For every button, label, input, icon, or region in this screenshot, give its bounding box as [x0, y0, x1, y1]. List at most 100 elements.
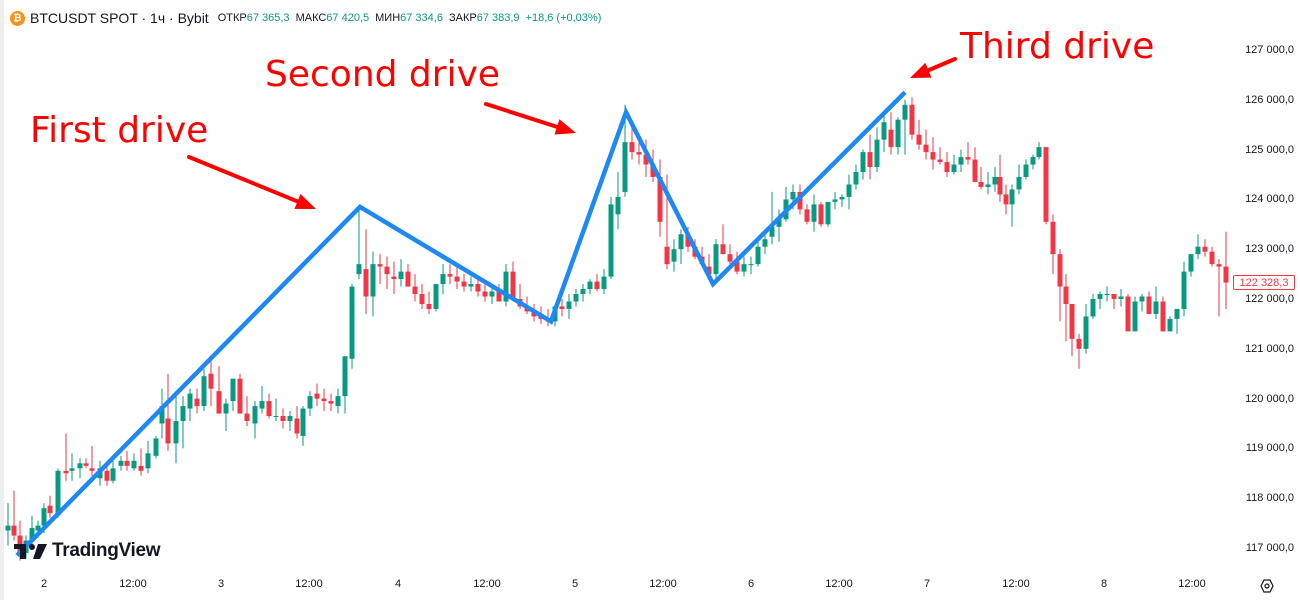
candle	[1097, 291, 1103, 309]
candle	[727, 244, 733, 265]
candle	[47, 495, 53, 519]
candle	[273, 398, 279, 422]
candle	[1043, 147, 1049, 225]
candle	[468, 276, 474, 292]
candle	[89, 445, 95, 476]
candle	[888, 112, 894, 155]
candle	[124, 450, 130, 471]
time-tick: 6	[747, 578, 755, 590]
symbol-title[interactable]: BTCUSDT SPOT · 1ч · Bybit	[30, 10, 209, 26]
low-value: 67 334,6	[400, 12, 443, 24]
candle	[587, 279, 593, 295]
candle	[1111, 294, 1117, 309]
time-tick: 12:00	[1178, 578, 1206, 590]
price-tick: 127 000,0	[1245, 44, 1294, 56]
candle	[482, 281, 488, 302]
candle	[755, 239, 761, 267]
tradingview-logo-icon	[14, 544, 47, 559]
candle	[104, 465, 110, 486]
candle	[916, 119, 922, 150]
candle	[118, 455, 124, 471]
candle	[1181, 261, 1187, 317]
symbol-header: ₿ BTCUSDT SPOT · 1ч · Bybit ОТКР 67 365,…	[10, 8, 601, 28]
annotation-second-drive: Second drive	[265, 54, 501, 95]
candle	[237, 373, 243, 414]
candle	[405, 264, 411, 287]
candle	[314, 383, 320, 407]
left-border	[0, 0, 4, 600]
candle	[874, 127, 880, 173]
time-tick: 5	[571, 578, 579, 590]
candle	[77, 458, 83, 479]
candle	[671, 239, 677, 272]
candle	[280, 408, 286, 429]
time-tick: 12:00	[649, 578, 677, 590]
price-tick: 119 000,0	[1245, 442, 1294, 455]
candle	[1146, 291, 1152, 314]
candle	[965, 142, 971, 165]
candle	[55, 468, 61, 519]
candle	[1118, 289, 1124, 307]
time-tick: 2	[40, 578, 48, 590]
candle	[266, 393, 272, 419]
candle	[1104, 286, 1110, 302]
price-tick: 118 000,0	[1245, 492, 1294, 505]
candle	[461, 274, 467, 292]
candle	[328, 393, 334, 412]
candle	[187, 388, 193, 422]
candle	[11, 490, 17, 541]
candle	[978, 167, 984, 190]
candle	[1090, 294, 1096, 319]
price-tick: 121 000,0	[1245, 342, 1294, 355]
candle	[287, 411, 293, 431]
candle	[559, 299, 565, 317]
candle	[762, 231, 768, 255]
open-value: 67 365,3	[246, 12, 290, 24]
candle	[294, 406, 300, 439]
candle	[748, 256, 754, 275]
high-value: 67 420,5	[326, 12, 370, 24]
candle	[510, 261, 516, 299]
candle	[902, 99, 908, 155]
time-tick: 7	[923, 578, 931, 590]
candle	[1063, 274, 1069, 342]
time-tick: 12:00	[295, 578, 323, 590]
candle	[398, 259, 404, 287]
candle	[992, 167, 998, 192]
time-tick: 4	[394, 578, 402, 590]
tradingview-logo[interactable]: TradingView	[14, 540, 161, 562]
time-tick: 3	[217, 578, 225, 590]
arrow-second-drive-icon	[484, 102, 576, 135]
candlestick-plot[interactable]	[0, 0, 1232, 575]
time-tick: 12:00	[473, 578, 501, 590]
candle	[216, 366, 222, 414]
candle	[1174, 308, 1180, 334]
time-tick: 8	[1100, 578, 1108, 590]
candle	[321, 388, 327, 412]
candle	[1132, 296, 1138, 332]
candle	[454, 266, 460, 290]
candle	[741, 256, 747, 277]
candle	[860, 149, 866, 180]
price-tick: 126 000,0	[1245, 93, 1294, 106]
candle	[83, 458, 89, 469]
candle	[447, 264, 453, 285]
three-drives-pattern-line[interactable]	[15, 90, 907, 558]
candle	[1188, 254, 1194, 277]
candle	[601, 269, 607, 295]
candle	[818, 201, 824, 227]
candle	[713, 239, 719, 280]
candle	[475, 279, 481, 297]
candle	[138, 448, 144, 476]
candle	[335, 388, 341, 414]
price-tick: 124 000,0	[1245, 193, 1294, 206]
candle	[63, 433, 69, 481]
price-axis[interactable]: 127 000,0 126 000,0 125 000,0 124 000,0 123 …	[1232, 0, 1300, 600]
candle	[259, 386, 265, 414]
arrow-third-drive-icon	[910, 57, 957, 78]
candle	[165, 373, 171, 451]
candle	[252, 401, 258, 439]
tradingview-logo-text: TradingView	[52, 540, 161, 561]
candle	[1069, 303, 1075, 357]
settings-gear-icon[interactable]	[1260, 579, 1274, 593]
